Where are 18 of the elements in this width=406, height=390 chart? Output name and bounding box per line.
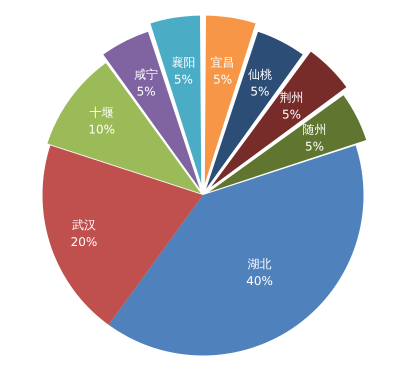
data-label: 5% [305, 139, 324, 154]
data-label: 5% [174, 72, 193, 86]
data-label: 5% [136, 84, 156, 99]
data-label: 5% [213, 72, 232, 86]
slice-label: 咸宁 [134, 68, 158, 82]
slice-label: 仙桃 [248, 68, 272, 82]
data-label: 20% [70, 234, 98, 249]
slice-label: 襄阳 [171, 55, 196, 70]
slice-label: 荆州 [280, 90, 304, 105]
data-label: 5% [250, 84, 270, 99]
data-label: 10% [88, 122, 116, 137]
data-label: 5% [282, 108, 302, 122]
slice-label: 湖北 [248, 257, 272, 272]
slice-label: 十堰 [90, 106, 114, 120]
data-label: 40% [246, 274, 273, 288]
slice-label: 宜昌 [210, 55, 235, 70]
slice-label: 随州 [302, 122, 327, 136]
slice-label: 武汉 [72, 218, 96, 232]
